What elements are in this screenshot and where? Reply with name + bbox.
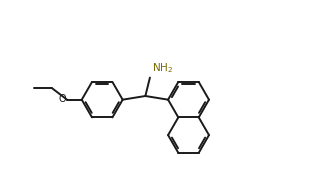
Text: O: O (59, 94, 66, 104)
Text: NH$_2$: NH$_2$ (152, 61, 173, 74)
